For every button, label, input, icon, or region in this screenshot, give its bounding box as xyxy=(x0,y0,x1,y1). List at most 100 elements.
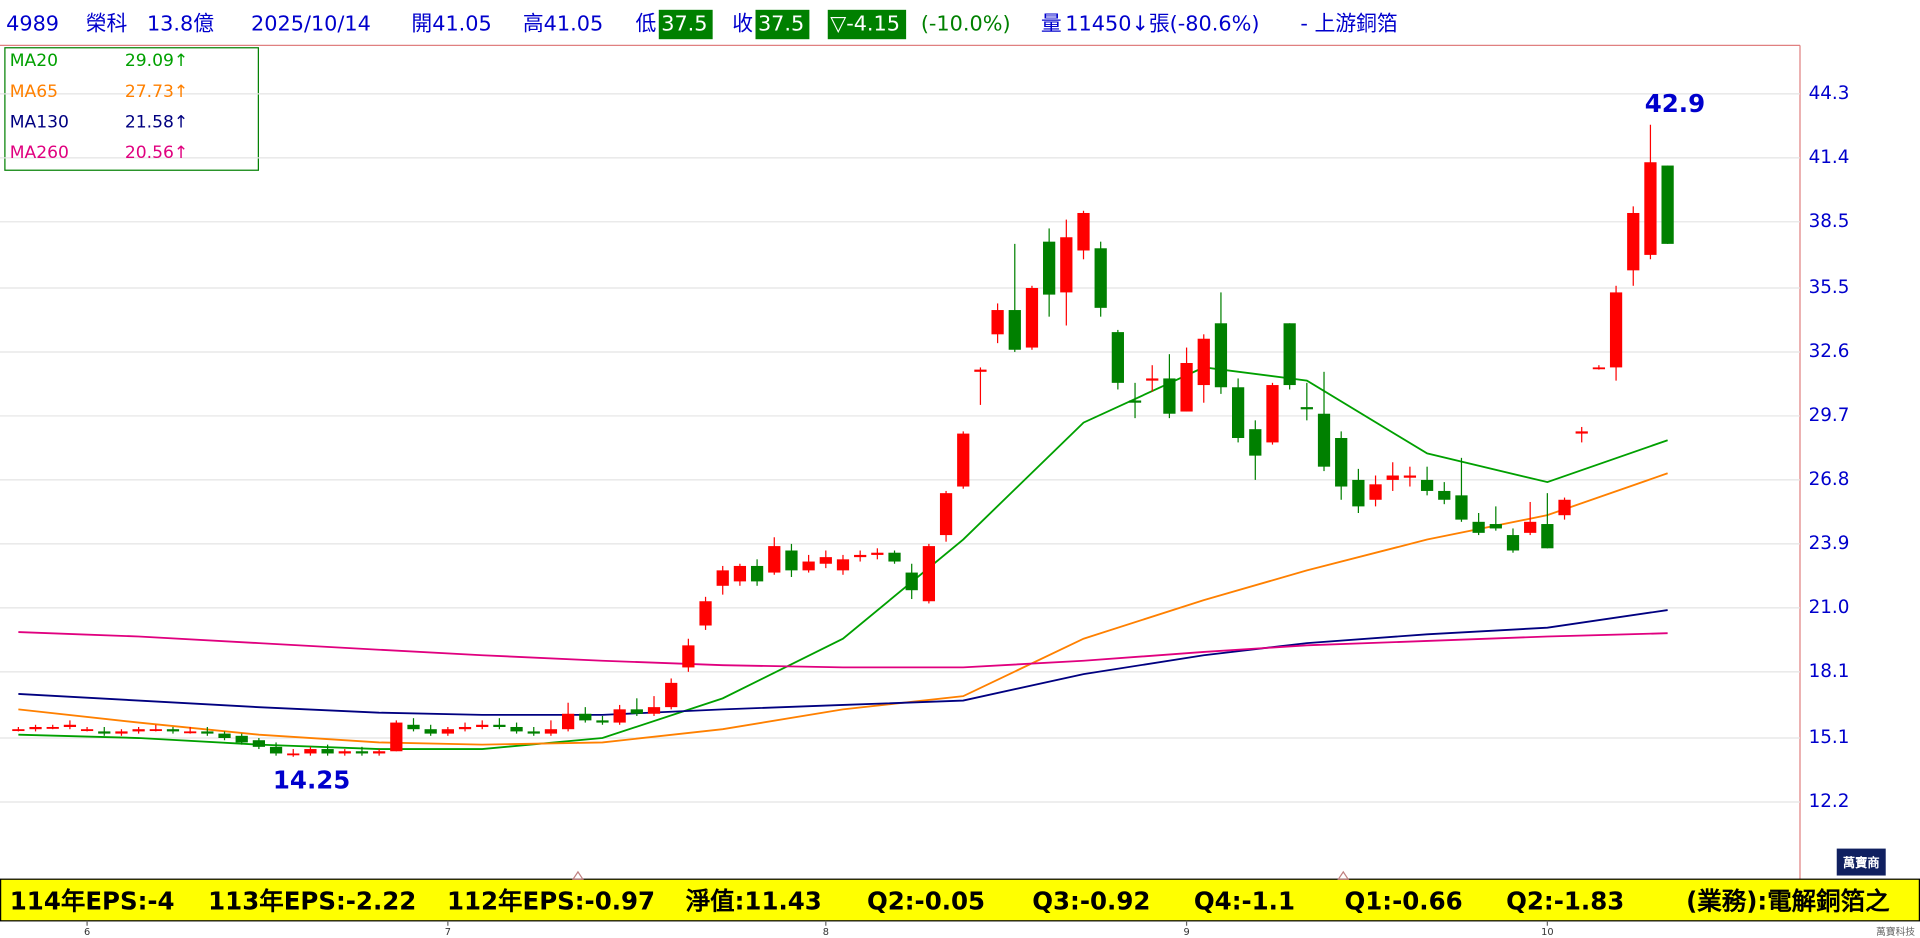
candle-body xyxy=(1266,385,1279,443)
candle-body xyxy=(750,565,764,582)
candle-body xyxy=(1077,212,1090,251)
candle-body xyxy=(304,749,317,754)
y-tick-label: 21.0 xyxy=(1809,597,1850,618)
candle-body xyxy=(974,369,987,372)
candle-body xyxy=(201,731,214,734)
candle-body xyxy=(338,751,351,754)
legend-value: 21.58↑ xyxy=(125,112,188,132)
candle-body xyxy=(1386,475,1399,480)
y-tick-label: 38.5 xyxy=(1809,211,1850,232)
candle-body xyxy=(149,729,162,732)
header-item: 11450↓張(-80.6%) xyxy=(1065,12,1259,36)
candle-body xyxy=(1146,378,1159,381)
candle-body xyxy=(218,733,231,739)
header-item: 37.5 xyxy=(661,12,707,36)
header-item: 2025/10/14 xyxy=(251,12,371,36)
candle-body xyxy=(458,726,472,730)
footer-item: 114年EPS:-4 xyxy=(10,886,175,915)
candle-body xyxy=(836,559,850,571)
candle-body xyxy=(716,570,729,586)
header-item: (-10.0%) xyxy=(921,12,1011,36)
candle-body xyxy=(768,546,781,573)
candle-body xyxy=(235,735,248,743)
header-box xyxy=(658,9,713,40)
candle-body xyxy=(1060,237,1073,293)
candle-body xyxy=(29,726,42,730)
x-tick-label: 7 xyxy=(445,927,451,938)
candle-body xyxy=(1472,521,1485,533)
x-tick-label: 6 xyxy=(84,927,90,938)
candle-body xyxy=(905,572,918,591)
footer-item: Q2:-0.05 xyxy=(867,886,985,915)
candle-body xyxy=(561,713,575,730)
candle-body xyxy=(493,724,506,727)
high-annotation: 42.9 xyxy=(1645,89,1705,118)
candle-body xyxy=(1335,437,1348,487)
candle-body xyxy=(321,749,334,754)
header-item: 開41.05 xyxy=(411,12,491,36)
candle-body xyxy=(1043,241,1056,295)
y-tick-label: 26.8 xyxy=(1809,469,1850,490)
candle-body xyxy=(476,724,489,727)
y-tick-label: 15.1 xyxy=(1809,727,1850,748)
candle-body xyxy=(184,731,197,734)
candle-body xyxy=(1455,495,1468,520)
footer-item: 112年EPS:-0.97 xyxy=(447,886,655,915)
candle-body xyxy=(613,709,626,723)
candle-body xyxy=(854,554,867,558)
candle-body xyxy=(373,751,386,754)
legend-box xyxy=(4,47,259,171)
candle-body xyxy=(579,713,592,721)
footer-bar xyxy=(0,878,1920,922)
candle-body xyxy=(1352,479,1365,507)
y-tick-label: 18.1 xyxy=(1809,661,1850,682)
ma-line xyxy=(18,609,1668,716)
candle-body xyxy=(1317,413,1331,467)
header-item: 收 xyxy=(732,12,753,36)
x-tick-label: 8 xyxy=(823,927,829,938)
header-item: 榮科 xyxy=(86,12,128,36)
y-tick-label: 41.4 xyxy=(1809,147,1850,168)
candle-body xyxy=(1575,431,1588,434)
candle-body xyxy=(596,720,609,723)
legend-name: MA65 xyxy=(10,82,58,102)
candle-body xyxy=(819,557,832,564)
candle-body xyxy=(115,731,128,734)
header-box xyxy=(827,9,907,40)
footer-item: 113年EPS:-2.22 xyxy=(208,886,416,915)
candle-body xyxy=(269,746,283,754)
candle-body xyxy=(922,546,936,602)
candle-body xyxy=(1506,535,1520,551)
footer-item: Q1:-0.66 xyxy=(1344,886,1462,915)
header-item: ▽-4.15 xyxy=(830,12,900,36)
candle-body xyxy=(802,561,815,571)
watermark-box xyxy=(1836,848,1886,876)
candle-body xyxy=(287,753,300,756)
candle-body xyxy=(424,729,437,734)
legend-value: 29.09↑ xyxy=(125,51,188,71)
candle-body xyxy=(939,493,953,536)
footer-item: 淨值:11.43 xyxy=(686,886,822,915)
candle-body xyxy=(63,724,77,727)
watermark: 萬寶商 xyxy=(1843,855,1880,870)
candle-body xyxy=(1180,362,1193,412)
candle-body xyxy=(1489,524,1502,529)
candle-body xyxy=(699,601,712,626)
footer-item: Q2:-1.83 xyxy=(1506,886,1624,915)
candle-body xyxy=(1008,310,1021,350)
y-tick-label: 29.7 xyxy=(1809,405,1850,426)
candle-body xyxy=(1300,407,1313,410)
candle-body xyxy=(630,709,643,714)
candle-body xyxy=(407,724,420,730)
candle-body xyxy=(665,682,678,708)
candle-body xyxy=(1541,524,1554,549)
candle-body xyxy=(98,731,111,734)
candle-body xyxy=(1231,387,1245,438)
candle-body xyxy=(647,707,661,714)
candle-body xyxy=(1111,332,1124,383)
candle-body xyxy=(888,552,901,562)
candle-body xyxy=(1420,479,1434,491)
y-tick-label: 35.5 xyxy=(1809,277,1850,298)
